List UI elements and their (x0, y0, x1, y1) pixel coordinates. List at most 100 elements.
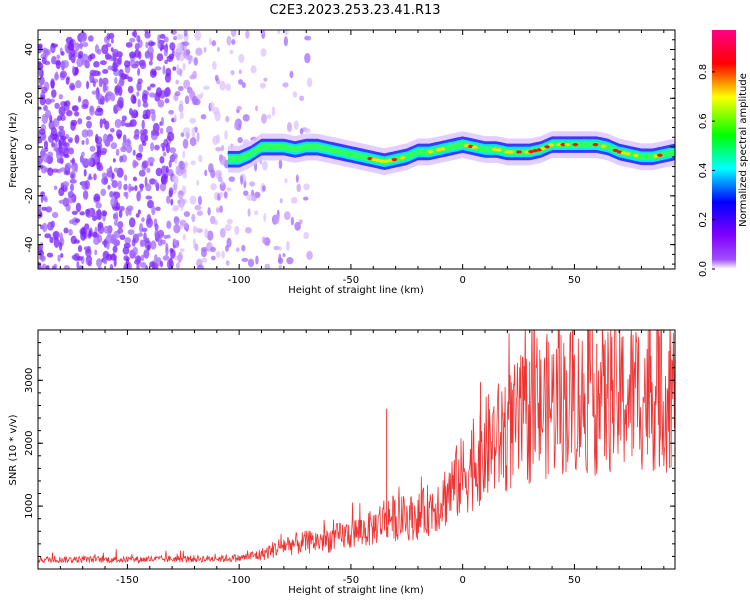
spectrogram-noise-blob (171, 152, 178, 160)
colorbar-ticks: 0.0 0.2 0.4 0.6 0.8 (698, 64, 715, 277)
spectrogram-ridge-peak (399, 156, 406, 160)
spectrogram-noise-blob (146, 214, 152, 225)
spectrogram-noise-blob (175, 262, 181, 269)
spectrogram-noise-blob (52, 211, 59, 219)
spectrogram-panel: -150 -100 -50 0 50 -40 -20 0 20 40 Height of str… (8, 29, 676, 296)
spectrogram-noise-blob (145, 237, 150, 244)
spectrogram-noise-blob (295, 174, 299, 183)
spectrogram-ridge-peak (612, 148, 619, 152)
spectrogram-noise-blob (194, 243, 199, 252)
spectrogram-noise-blob (39, 164, 44, 169)
spectrogram-noise-blob (38, 76, 45, 86)
spectrogram-noise-blob (82, 190, 89, 200)
spectrogram-ridge-peak (536, 148, 542, 152)
spectrogram-noise-blob (173, 113, 177, 123)
spectrogram-noise-blob (83, 168, 87, 177)
spectrogram-noise-blob (76, 261, 80, 269)
spectrogram-noise-blob (142, 101, 149, 108)
spectrogram-noise-blob (178, 160, 186, 170)
spectrogram-noise-blob (141, 119, 145, 130)
spectrogram-noise-blob (40, 255, 46, 262)
spectrogram-noise-blob (124, 60, 131, 68)
spectrogram-noise-blob (107, 136, 114, 143)
spectrogram-noise-blob (132, 149, 136, 156)
spectrogram-noise-blob (51, 265, 56, 269)
spectrogram-noise-blob (162, 255, 170, 261)
spectrogram-noise-blob (104, 52, 110, 61)
spectrogram-noise-blob (94, 133, 99, 144)
spectrogram-noise-blob (109, 253, 117, 261)
spectrogram-noise-blob (47, 221, 54, 231)
spectrogram-noise-blob (175, 165, 180, 176)
spectrogram-noise-blob (117, 133, 122, 140)
colorbar-tick-label: 0.0 (698, 261, 709, 277)
spectrogram-noise-blob (39, 212, 43, 218)
spectrogram-ridge-peak (379, 159, 386, 163)
spectrogram-ridge-peak (657, 153, 663, 157)
spectrogram-noise-blob (107, 65, 114, 71)
spectrogram-noise-blob (93, 60, 100, 68)
spectrogram-noise-blob (196, 264, 204, 269)
spectrogram-noise-blob (211, 61, 217, 71)
spectrogram-noise-blob (139, 239, 144, 248)
snr-y-axis-label: SNR (10 * v/v) (8, 414, 19, 485)
spectrogram-noise-blob (93, 193, 101, 202)
spectrogram-noise-blob (137, 232, 144, 237)
spectrogram-noise-blob (182, 138, 189, 149)
spectrogram-noise-blob (99, 118, 103, 129)
spectrogram-noise-blob (169, 42, 176, 51)
spectrogram-noise-blob (62, 116, 66, 121)
spectrogram-noise-blob (110, 197, 117, 208)
spectrogram-noise-blob (112, 52, 117, 63)
spectrogram-noise-blob (63, 101, 68, 107)
spectrogram-ridge-peak (564, 143, 571, 147)
spectrogram-noise-blob (141, 93, 148, 104)
spectrogram-noise-blob (119, 155, 124, 163)
spectrogram-noise-blob (114, 77, 118, 85)
spectrogram-noise-blob (41, 263, 47, 269)
spectrogram-noise-blob (89, 105, 95, 116)
spectrogram-noise-blob (140, 129, 145, 136)
spectrogram-noise-blob (202, 85, 210, 90)
spectrogram-noise-blob (174, 90, 181, 97)
spectrogram-noise-blob (77, 54, 83, 59)
spectrogram-noise-blob (229, 49, 234, 55)
snr-spikes (386, 336, 660, 537)
spectrogram-noise-blob (123, 174, 128, 182)
spectrogram-noise-blob (45, 109, 52, 119)
spectrogram-noise-blob (166, 55, 174, 62)
spectrogram-noise-blob (98, 98, 103, 105)
spectrogram-noise-blob (226, 218, 233, 225)
spectrogram-noise-blob (172, 183, 178, 191)
spectrogram-noise-blob (107, 231, 112, 238)
spectrogram-noise-blob (126, 205, 134, 212)
spectrogram-noise-blob (53, 147, 58, 152)
spectrogram-noise-blob (262, 185, 266, 192)
spectrogram-noise-blob (182, 127, 191, 134)
spectrogram-noise-blob (122, 140, 127, 150)
spectrogram-noise-blob (47, 167, 54, 176)
spectrogram-noise-blob (303, 196, 309, 201)
spectrogram-noise-blob (237, 136, 243, 144)
spectrogram-noise-blob (263, 77, 268, 82)
spectrogram-noise-blob (52, 118, 60, 128)
spectrogram-noise-blob (141, 227, 148, 232)
spectrogram-noise-blob (286, 121, 293, 133)
spectrogram-noise-blob (110, 233, 114, 245)
spectrogram-noise-blob (259, 82, 267, 89)
spectrogram-ridge-peak (427, 150, 434, 154)
spectrogram-noise-blob (200, 249, 207, 258)
spectrogram-noise-blob (210, 183, 217, 191)
spectrogram-noise-blob (190, 160, 196, 166)
spectrogram-ridge-peak (548, 143, 554, 147)
spectrogram-noise-blob (147, 156, 155, 164)
spectrogram-noise-blob (103, 225, 110, 234)
spectrogram-noise-blob (150, 240, 157, 250)
spectrogram-noise-blob (168, 187, 174, 196)
spectrogram-noise-blob (250, 65, 257, 74)
spectrogram-noise-blob (283, 211, 291, 221)
spectrogram-noise-blob (151, 205, 156, 216)
colorbar-tick-label: 0.2 (698, 212, 709, 228)
spectrogram-noise-blob (110, 128, 115, 133)
spectrogram-noise-blob (81, 103, 89, 110)
